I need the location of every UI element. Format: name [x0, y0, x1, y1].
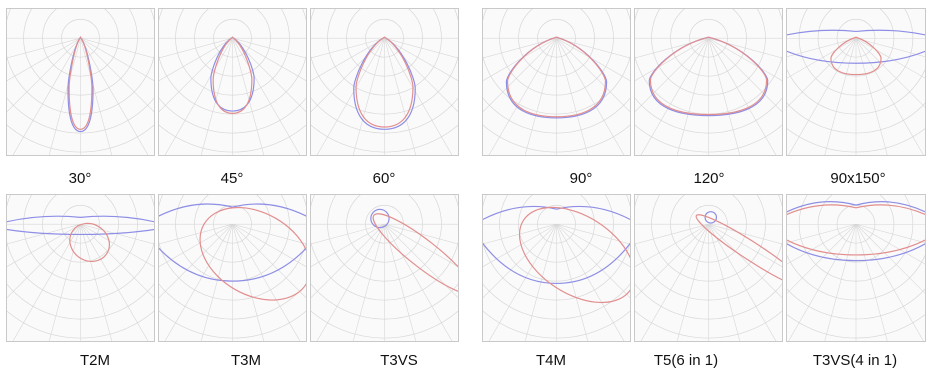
diagram-label: 30°: [68, 170, 92, 187]
diagram-label: T3VS: [380, 352, 418, 369]
polar-diagram: [310, 194, 459, 342]
polar-diagram: [786, 8, 926, 156]
polar-grid: [7, 195, 154, 341]
polar-grid: [7, 9, 154, 155]
polar-diagram: [6, 8, 155, 156]
c90-curve: [355, 36, 414, 128]
polar-plot: [311, 195, 458, 341]
c90-curve: [830, 36, 882, 76]
polar-diagram: [310, 8, 459, 156]
c0-curve: [67, 36, 94, 133]
polar-diagram: [634, 8, 783, 156]
diagram-label: T3VS(4 in 1): [812, 352, 898, 369]
polar-diagram: [482, 8, 631, 156]
c0-curve: [353, 36, 416, 130]
polar-diagram: [6, 194, 155, 342]
polar-plot: [159, 9, 306, 155]
c0-curve: [370, 208, 390, 229]
diagram-label: 60°: [372, 170, 396, 187]
diagram-label: 45°: [220, 170, 244, 187]
polar-grid: [483, 9, 630, 155]
c90-curve: [649, 36, 768, 116]
diagram-label: 90°: [569, 170, 593, 187]
polar-plot: [159, 195, 306, 341]
polar-diagram: [634, 194, 783, 342]
c90-curve: [695, 214, 782, 289]
polar-grid: [635, 195, 782, 341]
polar-plot: [483, 195, 630, 341]
diagram-label: T5(6 in 1): [653, 352, 719, 369]
diagram-label: T2M: [80, 352, 110, 369]
c0-curve: [7, 215, 154, 236]
c0-curve: [787, 29, 925, 64]
polar-plot: [787, 195, 925, 341]
polar-plot: [7, 195, 154, 341]
c0-curve: [159, 203, 306, 282]
c0-curve: [787, 201, 925, 262]
polar-plot: [311, 9, 458, 155]
c90-curve: [372, 213, 458, 295]
c0-curve: [210, 36, 255, 112]
polar-grid: [311, 9, 458, 155]
polar-diagram: [158, 8, 307, 156]
diagram-label: T3M: [231, 352, 261, 369]
diagram-label: T4M: [536, 352, 566, 369]
c90-curve: [518, 206, 630, 304]
c90-curve: [199, 206, 306, 301]
polar-grid: [635, 9, 782, 155]
c0-curve: [483, 205, 630, 285]
c0-curve: [704, 211, 718, 224]
polar-grid: [787, 195, 925, 341]
polar-plot: [635, 9, 782, 155]
diagram-label: 120°: [693, 170, 725, 187]
polar-plot: [483, 9, 630, 155]
c90-curve: [787, 204, 925, 256]
polar-diagram: [482, 194, 631, 342]
polar-grid: [159, 195, 306, 341]
c90-curve: [68, 36, 93, 130]
polar-grid: [159, 9, 306, 155]
c90-curve: [69, 222, 110, 263]
c90-curve: [212, 36, 253, 114]
polar-plot: [635, 195, 782, 341]
polar-diagram: [158, 194, 307, 342]
polar-grid: [311, 195, 458, 341]
polar-grid: [483, 195, 630, 341]
c90-curve: [506, 36, 607, 118]
polar-plot: [7, 9, 154, 155]
polar-plot: [787, 9, 925, 155]
polar-diagram: [786, 194, 926, 342]
diagram-label: 90x150°: [830, 170, 886, 187]
